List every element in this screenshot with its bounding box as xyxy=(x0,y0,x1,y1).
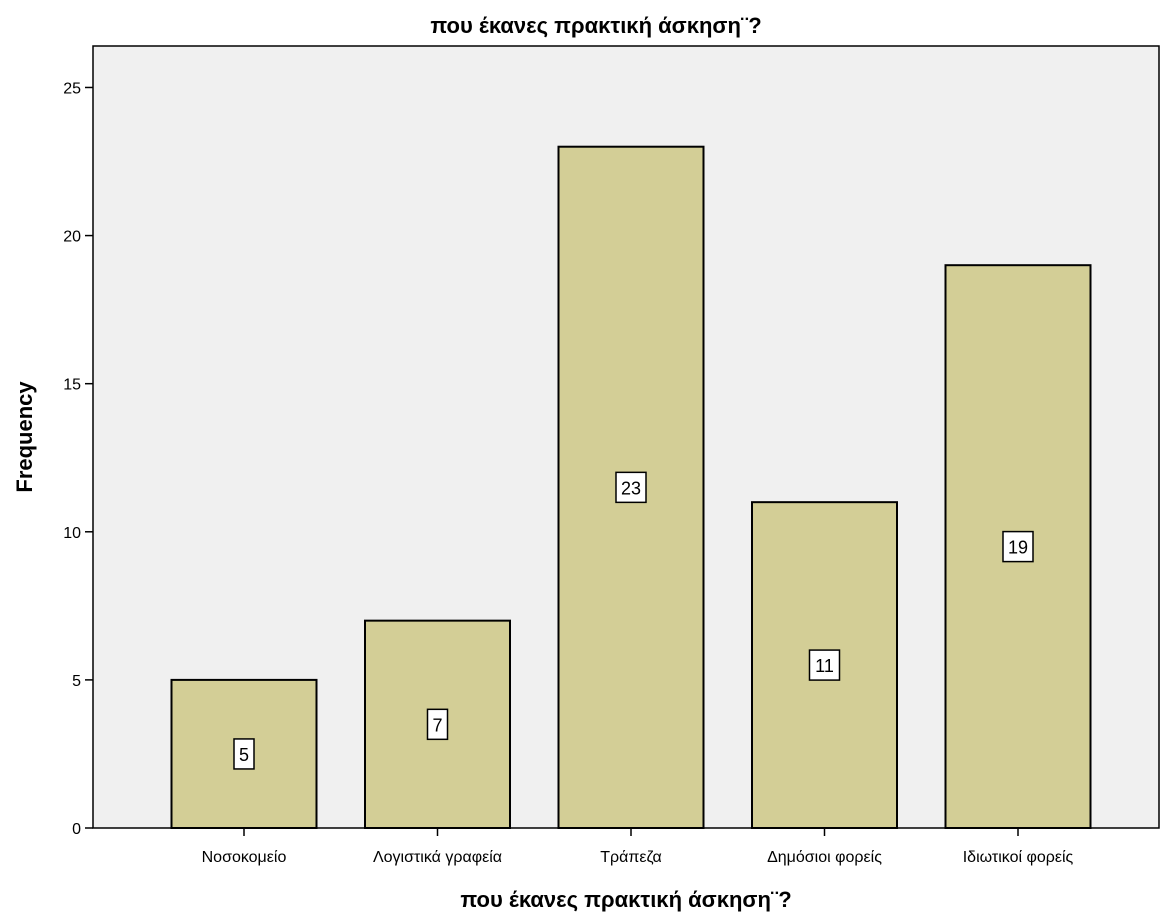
y-axis: 0 5 10 15 20 25 xyxy=(63,80,93,838)
x-tick-label: Νοσοκομείο xyxy=(202,849,287,866)
x-axis: Νοσοκομείο Λογιστικά γραφεία Τράπεζα Δημόσι… xyxy=(202,828,1074,866)
data-label-box xyxy=(808,649,841,681)
y-tick-label: 5 xyxy=(72,673,81,690)
data-label: 5 xyxy=(239,745,249,765)
data-label-box xyxy=(426,708,449,741)
y-tick-label: 0 xyxy=(72,821,81,838)
y-tick-label: 25 xyxy=(63,80,81,97)
data-label: 23 xyxy=(621,478,641,498)
y-axis-title: Frequency xyxy=(12,381,37,493)
y-tick-label: 20 xyxy=(63,229,81,246)
data-label: 7 xyxy=(432,715,442,735)
data-label-box xyxy=(615,471,647,504)
x-tick-label: Λογιστικά γραφεία xyxy=(373,849,502,866)
data-label: 11 xyxy=(815,656,834,676)
y-tick-label: 10 xyxy=(63,525,81,542)
x-tick-label: Δημόσιοι φορείς xyxy=(767,849,882,866)
data-labels-group: 5 7 23 11 19 xyxy=(233,471,1034,770)
data-label-box xyxy=(233,738,255,770)
x-tick-label: Τράπεζα xyxy=(600,849,662,866)
bars-group xyxy=(170,145,1092,830)
data-label-box xyxy=(1002,530,1034,563)
x-axis-title: που έκανες πρακτική άσκηση¨? xyxy=(460,887,791,912)
y-tick-label: 15 xyxy=(63,377,81,394)
x-tick-label: Ιδιωτικοί φορείς xyxy=(963,849,1074,866)
chart-title: που έκανες πρακτική άσκηση¨? xyxy=(430,13,761,38)
data-label: 19 xyxy=(1008,538,1028,558)
